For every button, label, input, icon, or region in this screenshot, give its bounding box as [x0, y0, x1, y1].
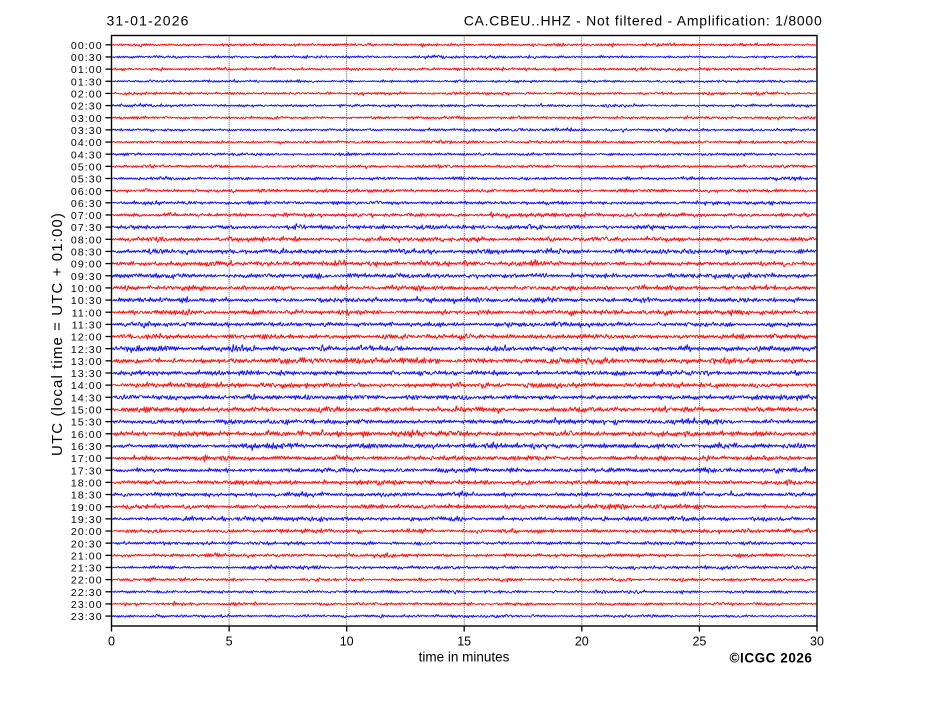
svg-text:23:00: 23:00 [71, 599, 103, 611]
svg-text:15: 15 [457, 635, 471, 649]
svg-text:UTC (local time = UTC + 01:00): UTC (local time = UTC + 01:00) [49, 212, 66, 456]
svg-text:©ICGC 2026: ©ICGC 2026 [730, 651, 813, 666]
svg-text:07:30: 07:30 [71, 222, 103, 234]
svg-text:20: 20 [575, 635, 589, 649]
svg-text:23:30: 23:30 [71, 611, 103, 623]
svg-text:16:00: 16:00 [71, 429, 103, 441]
svg-text:12:30: 12:30 [71, 344, 103, 356]
svg-text:21:30: 21:30 [71, 563, 103, 575]
svg-text:03:30: 03:30 [71, 125, 103, 137]
svg-text:11:00: 11:00 [72, 307, 103, 319]
svg-text:15:30: 15:30 [71, 417, 103, 429]
svg-text:14:00: 14:00 [71, 380, 103, 392]
svg-text:02:30: 02:30 [71, 101, 103, 113]
svg-text:22:00: 22:00 [71, 575, 103, 587]
svg-text:19:00: 19:00 [71, 502, 103, 514]
svg-text:13:00: 13:00 [71, 356, 103, 368]
svg-text:01:30: 01:30 [71, 76, 103, 88]
svg-text:30: 30 [810, 635, 824, 649]
svg-text:05:00: 05:00 [71, 161, 103, 173]
svg-text:10:30: 10:30 [71, 295, 103, 307]
svg-text:12:00: 12:00 [71, 332, 103, 344]
svg-text:08:30: 08:30 [71, 247, 103, 259]
svg-text:10:00: 10:00 [71, 283, 103, 295]
svg-text:21:00: 21:00 [71, 550, 103, 562]
svg-text:04:30: 04:30 [71, 149, 103, 161]
svg-text:13:30: 13:30 [71, 368, 103, 380]
svg-text:04:00: 04:00 [71, 137, 103, 149]
svg-text:31-01-2026: 31-01-2026 [107, 12, 190, 28]
svg-text:00:30: 00:30 [71, 52, 103, 64]
svg-text:20:00: 20:00 [71, 526, 103, 538]
svg-text:18:00: 18:00 [71, 477, 103, 489]
svg-text:time in minutes: time in minutes [419, 650, 510, 665]
svg-text:02:00: 02:00 [71, 89, 103, 101]
svg-text:0: 0 [108, 635, 115, 649]
svg-text:05:30: 05:30 [71, 174, 103, 186]
svg-text:25: 25 [692, 635, 706, 649]
svg-text:CA.CBEU..HHZ - Not filtered -: CA.CBEU..HHZ - Not filtered - Amplificat… [464, 12, 823, 28]
svg-text:18:30: 18:30 [71, 490, 103, 502]
svg-text:15:00: 15:00 [71, 405, 103, 417]
svg-text:07:00: 07:00 [71, 210, 103, 222]
svg-text:03:00: 03:00 [71, 113, 103, 125]
svg-text:22:30: 22:30 [71, 587, 103, 599]
svg-text:08:00: 08:00 [71, 234, 103, 246]
svg-text:09:00: 09:00 [71, 259, 103, 271]
svg-text:06:00: 06:00 [71, 186, 103, 198]
svg-text:17:30: 17:30 [71, 465, 103, 477]
svg-text:16:30: 16:30 [71, 441, 103, 453]
svg-text:09:30: 09:30 [71, 271, 103, 283]
svg-text:11:30: 11:30 [72, 319, 103, 331]
svg-text:20:30: 20:30 [71, 538, 103, 550]
svg-text:01:00: 01:00 [71, 64, 103, 76]
svg-text:00:00: 00:00 [71, 40, 103, 52]
svg-text:10: 10 [340, 635, 354, 649]
svg-text:19:30: 19:30 [71, 514, 103, 526]
svg-text:06:30: 06:30 [71, 198, 103, 210]
svg-text:17:00: 17:00 [71, 453, 103, 465]
svg-text:5: 5 [226, 635, 233, 649]
svg-text:14:30: 14:30 [71, 392, 103, 404]
